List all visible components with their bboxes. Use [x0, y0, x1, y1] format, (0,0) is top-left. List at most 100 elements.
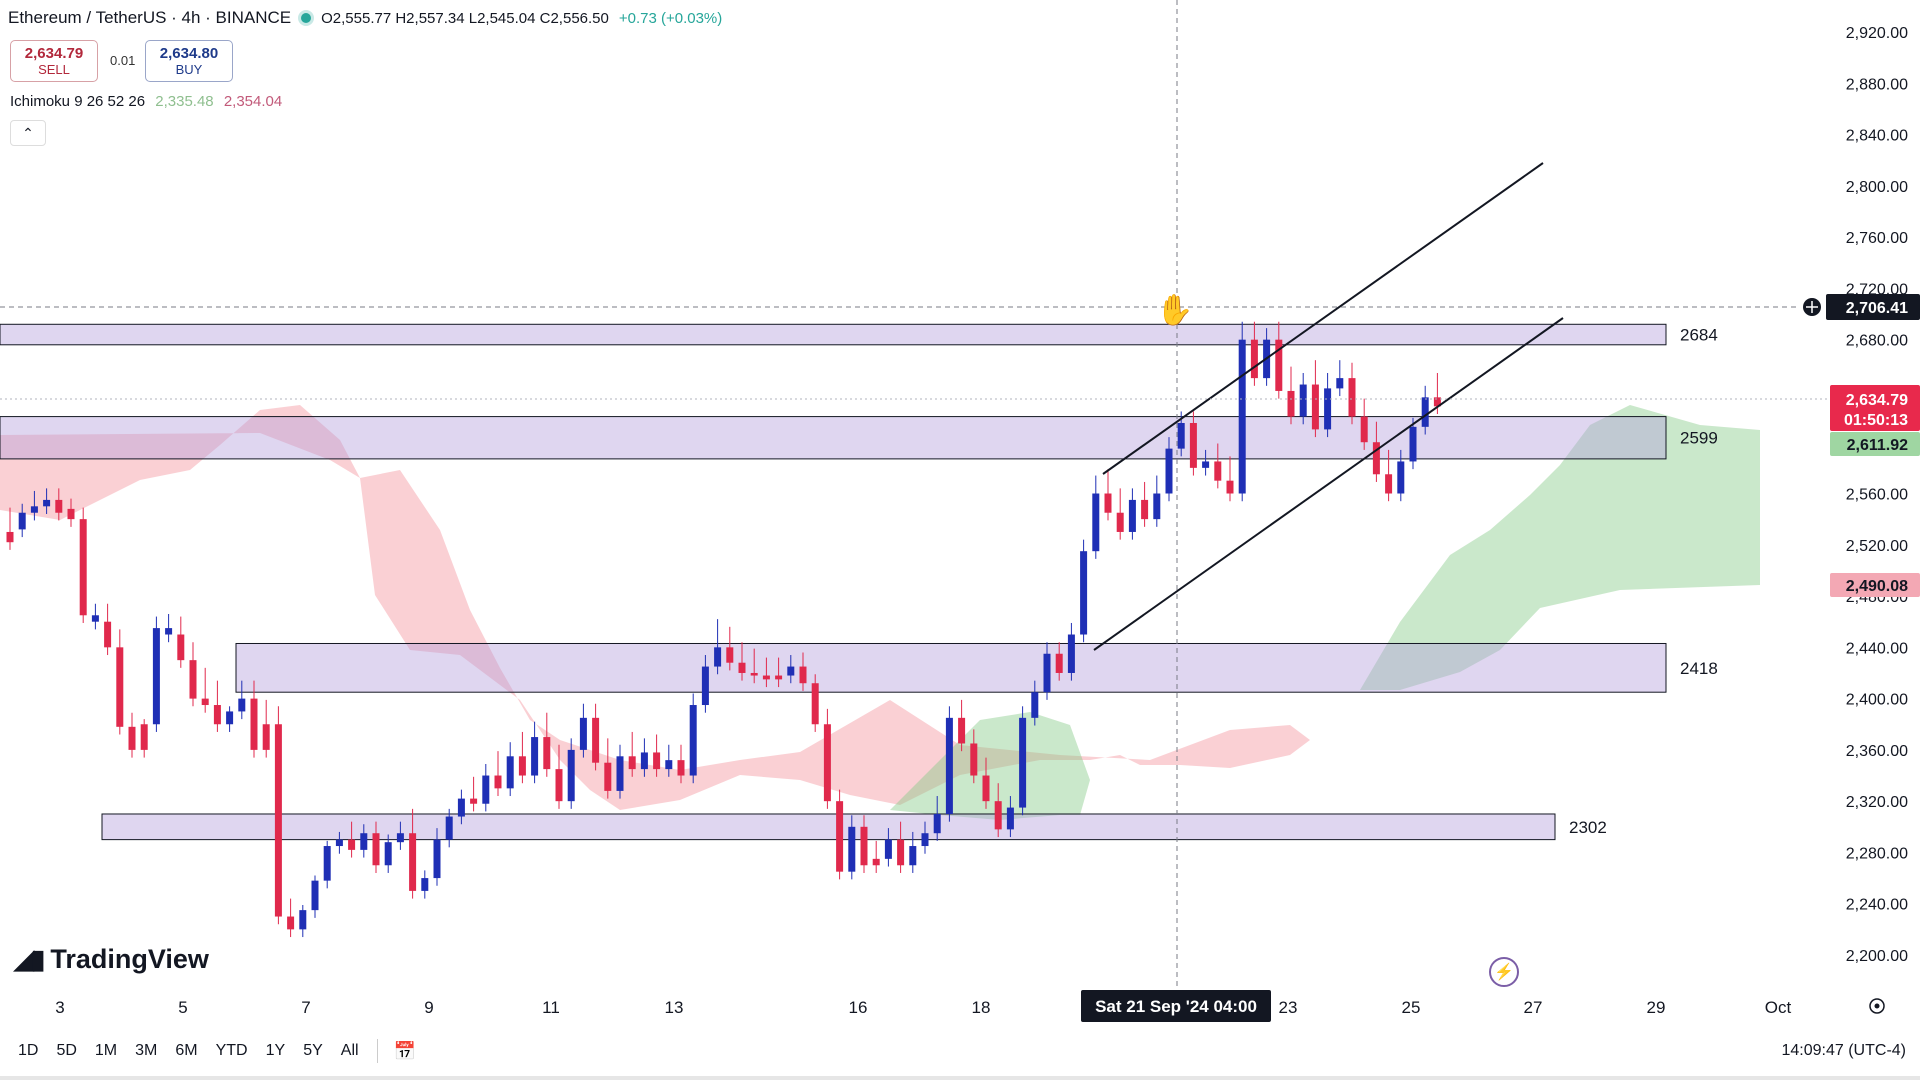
- candle-body: [384, 842, 392, 866]
- candle-body: [1153, 493, 1161, 520]
- time-tick-label: 27: [1524, 998, 1543, 1017]
- candle-body: [104, 621, 112, 648]
- time-axis[interactable]: 3 5 7 9 11 13 16 18 23 25 27 29 Oct Sat 21 Sep '24 04…: [55, 990, 1885, 1022]
- lightning-icon[interactable]: ⚡: [1489, 957, 1519, 987]
- buy-label: BUY: [175, 62, 203, 77]
- candle-body: [750, 672, 758, 676]
- symbol-header: Ethereum / TetherUS · 4h · BINANCE O2,55…: [8, 8, 722, 28]
- candle-body: [335, 839, 343, 847]
- candle-body: [884, 839, 892, 859]
- timeframe-1d[interactable]: 1D: [18, 1042, 39, 1059]
- candle-body: [165, 628, 173, 635]
- time-tick-label: 16: [849, 998, 868, 1017]
- price-tick-label: 2,520.00: [1846, 538, 1908, 555]
- candle-body: [811, 683, 819, 725]
- candle-body: [311, 880, 319, 911]
- candle-body: [213, 705, 221, 725]
- candle-body: [1409, 426, 1417, 462]
- price-tick-label: 2,200.00: [1846, 948, 1908, 965]
- candle-body: [433, 839, 441, 879]
- candle-body: [445, 816, 453, 840]
- clock[interactable]: 14:09:47 (UTC-4): [1781, 1042, 1907, 1059]
- timeframe-1y[interactable]: 1Y: [265, 1042, 286, 1059]
- cloud-bullish-future: [1360, 405, 1760, 690]
- bottom-scroll-track: [0, 1076, 1920, 1080]
- price-tick-label: 2,680.00: [1846, 333, 1908, 350]
- indicator-legend[interactable]: Ichimoku 9 26 52 26 2,335.48 2,354.04: [10, 93, 282, 110]
- time-tick-label: 18: [972, 998, 991, 1017]
- candle-body: [1238, 339, 1246, 494]
- candle-body: [1433, 397, 1441, 407]
- tradingview-logo: ◢▮ TradingView: [14, 944, 209, 975]
- symbol-name[interactable]: Ethereum / TetherUS · 4h · BINANCE: [8, 8, 292, 27]
- candle-body: [1287, 390, 1295, 417]
- candle-body: [579, 717, 587, 750]
- candle-body: [567, 749, 575, 802]
- timeframe-5y[interactable]: 5Y: [303, 1042, 323, 1059]
- calendar-icon[interactable]: 📅: [393, 1040, 416, 1061]
- candle-body: [1080, 551, 1088, 635]
- candle-body: [1128, 499, 1136, 532]
- channel-lower-line[interactable]: [1093, 317, 1564, 651]
- candle-body: [372, 833, 380, 866]
- price-tick-label: 2,800.00: [1846, 179, 1908, 196]
- channel-upper-line[interactable]: [1102, 162, 1544, 475]
- timeframe-6m[interactable]: 6M: [175, 1042, 198, 1059]
- candle-body: [958, 717, 966, 744]
- candle-body: [872, 858, 880, 866]
- price-tick-label: 2,280.00: [1846, 845, 1908, 862]
- time-tick-label: 23: [1279, 998, 1298, 1017]
- candle-body: [1250, 339, 1258, 379]
- price-axis[interactable]: 2,920.00 2,880.00 2,840.00 2,800.00 2,760.00…: [1803, 25, 1920, 965]
- candle-body: [1311, 384, 1319, 430]
- zone-2302: [101, 813, 1556, 841]
- spread-value: 0.01: [110, 53, 136, 68]
- candle-body: [262, 724, 270, 750]
- chevron-up-icon[interactable]: ⌃: [10, 120, 46, 146]
- candle-body: [1421, 397, 1429, 427]
- candle-body: [1067, 634, 1075, 673]
- candle-body: [226, 711, 234, 725]
- candle-body: [970, 743, 978, 776]
- buy-button[interactable]: 2,634.80 BUY: [145, 40, 233, 82]
- candle-body: [1055, 653, 1063, 673]
- candle-body: [823, 724, 831, 802]
- timeframe-3m[interactable]: 3M: [135, 1042, 158, 1059]
- gear-icon: [1869, 998, 1885, 1014]
- candle-body: [55, 499, 63, 513]
- candle-body: [189, 660, 197, 699]
- candle-body: [1116, 512, 1124, 532]
- zone-label: 2418: [1680, 659, 1718, 678]
- time-tick-label: 7: [301, 998, 310, 1017]
- timeframe-1m[interactable]: 1M: [94, 1042, 118, 1059]
- candle-body: [470, 798, 478, 804]
- candle-body: [152, 628, 160, 725]
- candlesticks: [6, 321, 1441, 938]
- timeframe-5d[interactable]: 5D: [56, 1042, 77, 1059]
- candle-body: [701, 666, 709, 706]
- timeframe-all[interactable]: All: [340, 1042, 359, 1059]
- sell-label: SELL: [38, 62, 70, 77]
- price-tick-label: 2,240.00: [1846, 897, 1908, 914]
- candle-body: [348, 839, 356, 850]
- candle-body: [323, 846, 331, 881]
- candle-body: [457, 798, 465, 817]
- price-tick-label: 2,760.00: [1846, 230, 1908, 247]
- sell-button[interactable]: 2,634.79 SELL: [10, 40, 98, 82]
- timeframe-ytd[interactable]: YTD: [215, 1042, 248, 1059]
- crosshair-price-label-text: 2,706.41: [1846, 300, 1908, 317]
- candle-body: [1397, 461, 1405, 494]
- candle-body: [921, 833, 929, 847]
- candle-body: [67, 508, 75, 520]
- candle-body: [1348, 378, 1356, 417]
- crosshair-price-label: 2,706.41: [1826, 294, 1920, 320]
- candle-body: [665, 760, 673, 770]
- candle-body: [1165, 448, 1173, 494]
- cloud-bearish: [0, 405, 1310, 810]
- market-status-dot: [301, 13, 312, 23]
- candle-body: [799, 666, 807, 684]
- price-tick-label: 2,880.00: [1846, 76, 1908, 93]
- ichimoku-cloud: [0, 405, 1760, 820]
- candle-body: [116, 647, 124, 727]
